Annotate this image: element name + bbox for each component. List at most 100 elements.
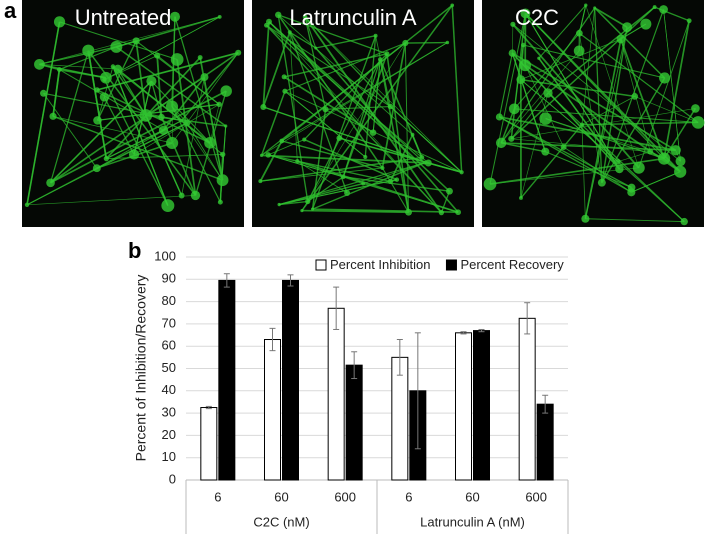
cell-fiber [499, 116, 632, 193]
cell-fiber [512, 24, 514, 54]
cell-fiber [160, 116, 197, 196]
cell-fiber [103, 79, 169, 206]
cell-fiber [52, 115, 223, 181]
cell-body [110, 40, 123, 53]
y-tick-label: 30 [162, 405, 176, 420]
cell-fiber [289, 31, 348, 194]
cell-fiber [524, 65, 564, 148]
cell-fiber [262, 21, 270, 108]
cell-fiber [404, 43, 410, 213]
cell-fiber [563, 146, 632, 193]
panel-label: b [128, 238, 141, 263]
cell-fiber [304, 16, 327, 110]
cell-body [584, 3, 588, 7]
cell-fiber [266, 24, 429, 164]
cell-body [216, 101, 222, 108]
cell-fiber [268, 139, 305, 156]
cell-fiber [174, 16, 224, 181]
cell-fiber [176, 59, 197, 196]
cell-fiber [490, 167, 639, 185]
cell-fiber [489, 13, 526, 185]
cell-fiber [638, 20, 690, 168]
cell-body [310, 207, 315, 211]
bar [327, 307, 345, 481]
cell-body [450, 3, 455, 8]
cell-fiber [663, 20, 691, 159]
cell-fiber [104, 16, 220, 80]
cell-fiber [312, 162, 425, 210]
cell-body [197, 55, 203, 60]
cell-body [445, 40, 450, 45]
cell-fiber [219, 125, 227, 203]
cell-body [597, 178, 606, 187]
cell-body [132, 37, 140, 45]
cell-fiber [96, 122, 188, 169]
cell-body [314, 46, 318, 50]
cell-fiber [259, 140, 283, 182]
cell-fiber [268, 154, 344, 178]
cell-body [93, 116, 102, 125]
cell-fiber [511, 52, 546, 152]
group-label: C2C (nM) [253, 514, 309, 529]
cell-fiber [315, 47, 459, 213]
cell-fiber [601, 9, 665, 183]
cell-fiber [133, 80, 153, 155]
cell-fiber [631, 171, 681, 193]
cell-fiber [451, 5, 463, 173]
cell-fiber [311, 35, 377, 210]
cell-body [300, 208, 304, 213]
cell-body [652, 5, 657, 10]
cell-body [260, 103, 267, 110]
cell-body [336, 135, 343, 141]
cell-body [302, 14, 308, 20]
cell-fiber [594, 7, 628, 28]
cell-body [216, 174, 229, 187]
cell-fiber [617, 161, 685, 223]
cell-fiber [634, 96, 699, 123]
cell-fiber [49, 80, 153, 184]
cell-fiber [104, 55, 158, 81]
cell-fiber [261, 154, 429, 164]
cell-body [627, 188, 636, 197]
cell-body [110, 64, 116, 69]
cell-body [287, 30, 292, 35]
cell-body [459, 170, 464, 175]
bar [536, 403, 554, 481]
cell-fiber [601, 27, 628, 183]
cell-fiber [87, 50, 108, 159]
cell-body [670, 145, 681, 156]
cell-fiber [315, 35, 376, 49]
cell-body [691, 104, 700, 113]
cell-fiber [26, 167, 98, 206]
cell-body [224, 124, 228, 128]
cell-body [161, 199, 175, 213]
cell-fiber [525, 13, 665, 159]
cell-body [295, 159, 300, 164]
y-tick-label: 90 [162, 271, 176, 286]
cell-fiber [277, 14, 384, 169]
cell-fiber [601, 77, 666, 184]
cell-body [384, 51, 390, 57]
legend-swatch [445, 259, 457, 271]
image-label: Untreated [75, 5, 172, 30]
cell-fiber [304, 16, 443, 214]
cell-body [217, 14, 222, 19]
cell-body [235, 49, 242, 56]
cell-fiber [278, 14, 388, 55]
cell-body [363, 154, 368, 160]
cell-body [264, 22, 269, 28]
cell-body [508, 135, 515, 142]
cell-fiber [312, 208, 459, 213]
cell-fiber [151, 80, 211, 144]
cell-fiber [301, 209, 409, 214]
cell-body [220, 151, 226, 158]
image-label: C2C [515, 5, 559, 30]
cell-body [455, 209, 461, 216]
cell-fiber [194, 90, 227, 196]
cell-fiber [156, 55, 220, 105]
cell-body [541, 147, 550, 156]
cell-body [204, 137, 216, 149]
cell-fiber [584, 38, 622, 219]
cell-fiber [663, 9, 681, 162]
y-axis-label: Percent of Inhibition/Recovery [133, 275, 149, 462]
